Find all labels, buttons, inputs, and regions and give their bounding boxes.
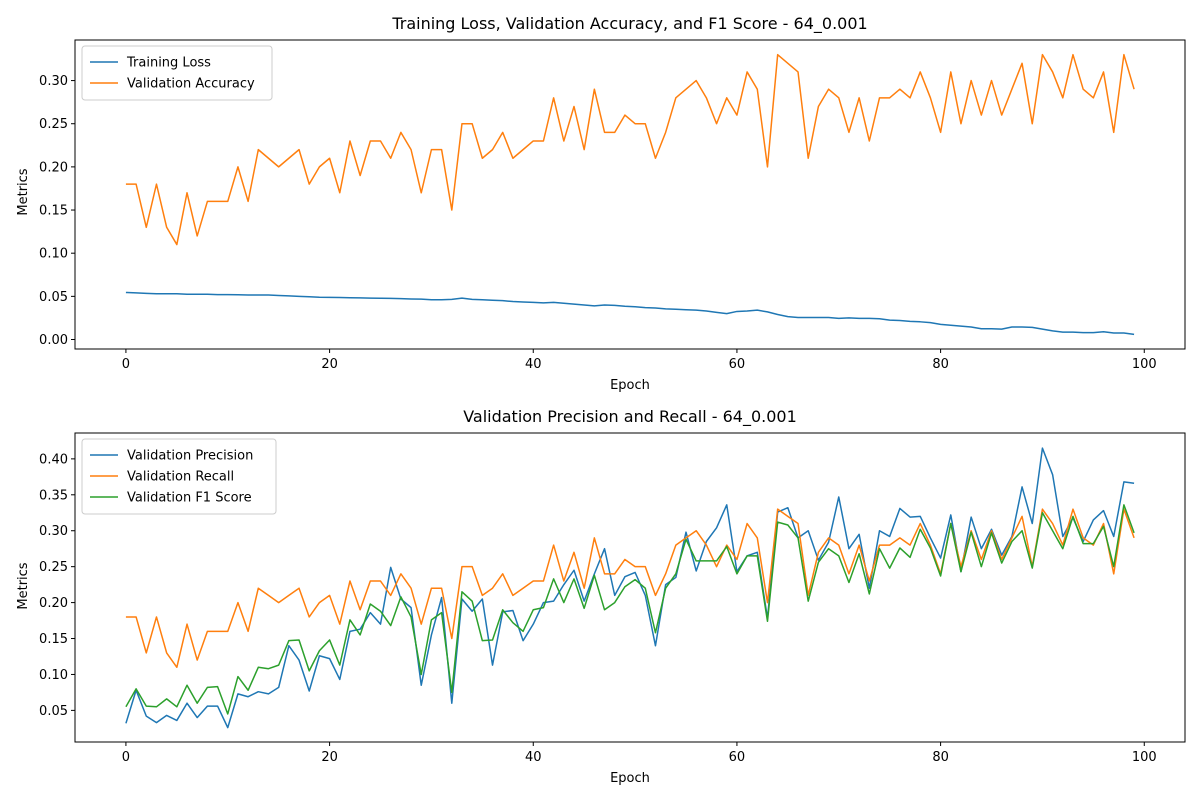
y-tick-label: 0.20 bbox=[39, 596, 68, 611]
legend: Training Loss Validation Accuracy bbox=[81, 45, 273, 101]
x-tick-label: 40 bbox=[525, 750, 542, 765]
chart-title: Validation Precision and Recall - 64_0.0… bbox=[463, 407, 797, 427]
plot-frame bbox=[74, 39, 1186, 350]
x-tick-label: 20 bbox=[321, 357, 338, 372]
y-axis: 0.05 0.10 0.15 0.20 0.25 0.30 0.35 0.40 bbox=[39, 452, 75, 719]
y-tick-label: 0.05 bbox=[39, 704, 68, 719]
x-tick-label: 100 bbox=[1132, 357, 1157, 372]
series-line-validation-precision bbox=[125, 447, 1135, 729]
series-line-training-loss bbox=[125, 291, 1135, 336]
x-axis-label: Epoch bbox=[610, 378, 650, 393]
series-line-validation-recall bbox=[125, 508, 1135, 669]
x-axis: 0 20 40 60 80 100 bbox=[122, 742, 1157, 765]
chart-top: Training Loss, Validation Accuracy, and … bbox=[16, 14, 1186, 393]
y-tick-label: 0.00 bbox=[39, 333, 68, 348]
plot-frame bbox=[74, 432, 1186, 743]
series-line-validation-accuracy bbox=[125, 53, 1135, 246]
x-tick-label: 100 bbox=[1132, 750, 1157, 765]
y-tick-label: 0.35 bbox=[39, 488, 68, 503]
y-tick-label: 0.10 bbox=[39, 668, 68, 683]
y-tick-label: 0.20 bbox=[39, 160, 68, 175]
y-tick-label: 0.30 bbox=[39, 524, 68, 539]
y-axis-label: Metrics bbox=[16, 168, 31, 215]
series-layer bbox=[125, 447, 1135, 729]
series-layer bbox=[125, 53, 1135, 336]
chart-title: Training Loss, Validation Accuracy, and … bbox=[391, 14, 867, 34]
legend-box bbox=[81, 438, 277, 515]
y-axis-label: Metrics bbox=[16, 562, 31, 609]
y-tick-label: 0.40 bbox=[39, 452, 68, 467]
y-axis: 0.00 0.05 0.10 0.15 0.20 0.25 0.30 bbox=[39, 74, 75, 348]
x-tick-label: 0 bbox=[122, 750, 130, 765]
x-tick-label: 40 bbox=[525, 357, 542, 372]
y-tick-label: 0.25 bbox=[39, 560, 68, 575]
x-axis: 0 20 40 60 80 100 bbox=[122, 349, 1157, 372]
x-tick-label: 80 bbox=[932, 750, 949, 765]
legend: Validation Precision Validation Recall Val… bbox=[81, 438, 277, 515]
x-tick-label: 20 bbox=[321, 750, 338, 765]
y-tick-label: 0.25 bbox=[39, 117, 68, 132]
x-tick-label: 80 bbox=[932, 357, 949, 372]
series-line-validation-f1-score bbox=[125, 504, 1135, 715]
y-tick-label: 0.15 bbox=[39, 204, 68, 219]
y-tick-label: 0.10 bbox=[39, 247, 68, 262]
legend-label: Training Loss bbox=[126, 56, 211, 71]
x-axis-label: Epoch bbox=[610, 771, 650, 786]
x-tick-label: 0 bbox=[122, 357, 130, 372]
x-tick-label: 60 bbox=[729, 750, 746, 765]
chart-bottom: Validation Precision and Recall - 64_0.0… bbox=[16, 407, 1186, 786]
y-tick-label: 0.15 bbox=[39, 632, 68, 647]
legend-label: Validation Accuracy bbox=[127, 77, 255, 92]
legend-label: Validation Recall bbox=[127, 470, 234, 485]
legend-box bbox=[81, 45, 273, 101]
legend-label: Validation F1 Score bbox=[127, 491, 252, 506]
y-tick-label: 0.05 bbox=[39, 290, 68, 305]
y-tick-label: 0.30 bbox=[39, 74, 68, 89]
legend-label: Validation Precision bbox=[127, 449, 253, 464]
x-tick-label: 60 bbox=[729, 357, 746, 372]
